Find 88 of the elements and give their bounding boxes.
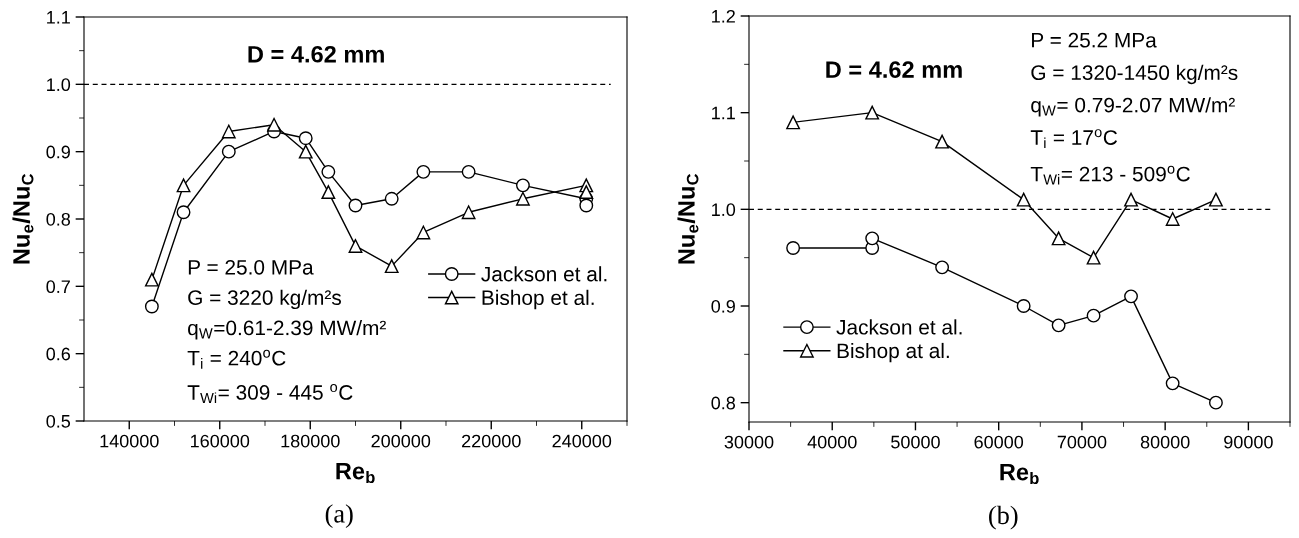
x-tick-label: 60000 — [974, 435, 1024, 449]
y-axis-title: Nu$_{e}$/Nu$_{C}$ — [12, 173, 34, 264]
annotation: G = 1320-1450 kg/m²s — [1031, 64, 1238, 85]
legend-label: Bishop et al. — [482, 289, 594, 310]
point — [1208, 395, 1223, 410]
text: (a) — [325, 504, 353, 529]
text: (b) — [989, 505, 1018, 530]
annotation: q$_{W}$=0.61-2.39 MW/m² — [188, 320, 386, 340]
point — [579, 185, 594, 200]
point — [416, 164, 431, 179]
y-tick-label: 1.0 — [712, 203, 736, 217]
point — [1016, 192, 1031, 207]
legend-label: Bishop at al. — [837, 342, 949, 363]
x-tick-label: 80000 — [1140, 435, 1190, 449]
point — [786, 241, 801, 255]
point — [298, 144, 313, 159]
x-tick-label: 50000 — [891, 435, 940, 449]
legend-label: Jackson et al. — [481, 266, 607, 282]
point — [1124, 289, 1138, 304]
point — [221, 144, 236, 159]
y-tick-label: 0.5 — [46, 414, 71, 428]
point — [267, 117, 281, 132]
annotation: G = 3220 kg/m²s — [188, 289, 341, 310]
y-tick-label: 1.1 — [47, 11, 70, 24]
x-tick-label: 70000 — [1057, 435, 1107, 449]
annotation: T$_{i}$ = 17$^{o}$C — [1030, 129, 1118, 149]
point — [1086, 250, 1101, 265]
annotation: P = 25.2 MPa — [1032, 32, 1157, 48]
annotation: D = 4.62 mm — [248, 45, 384, 63]
point — [935, 134, 950, 149]
point — [144, 299, 159, 314]
point — [786, 115, 801, 130]
point — [176, 205, 191, 220]
x-tick-label: 140000 — [100, 434, 159, 448]
y-tick-label: 1.0 — [47, 78, 71, 92]
point — [321, 185, 336, 200]
y-tick-label: 0.7 — [46, 280, 70, 294]
annotation: q$_{W}$= 0.79-2.07 MW/m² — [1031, 97, 1235, 117]
x-tick-label: 90000 — [1224, 435, 1273, 449]
point — [579, 198, 594, 213]
point — [384, 191, 399, 206]
annotation: T$_{i}$ = 240$^{o}$C — [187, 349, 286, 369]
point — [176, 178, 191, 193]
y-tick-label: 1.1 — [712, 106, 735, 120]
annotation: T$_{Wi}$= 309 - 445 $^{o}$C — [187, 384, 353, 403]
point — [384, 259, 399, 274]
point — [1165, 376, 1180, 391]
y-tick-label: 0.9 — [46, 145, 70, 159]
point — [1086, 308, 1101, 323]
point — [298, 131, 313, 146]
annotation: P = 25.0 MPa — [188, 259, 314, 275]
y-tick-label: 1.2 — [712, 9, 735, 23]
point — [348, 238, 363, 253]
point — [1124, 192, 1138, 207]
point — [1165, 212, 1180, 226]
x-tick-label: 40000 — [807, 435, 857, 449]
x-axis-title: Re$_{b}$ — [1000, 463, 1039, 485]
x-tick-label: 30000 — [724, 435, 774, 449]
point — [865, 105, 880, 120]
point — [865, 231, 880, 246]
x-tick-label: 160000 — [191, 434, 250, 448]
y-tick-label: 0.9 — [711, 299, 735, 313]
y-tick-label: 0.8 — [711, 396, 736, 410]
x-tick-label: 180000 — [281, 434, 340, 448]
point — [321, 164, 336, 179]
x-axis-title: Re$_{b}$ — [336, 462, 375, 484]
point — [515, 191, 530, 206]
point — [348, 198, 363, 213]
x-tick-label: 200000 — [371, 434, 431, 448]
y-axis-title: Nu$_{e}$/Nu$_{C}$ — [677, 173, 699, 264]
x-tick-label: 220000 — [462, 434, 521, 448]
point — [416, 225, 431, 240]
point — [935, 260, 950, 275]
point — [461, 205, 476, 220]
annotation: T$_{Wi}$= 213 - 509$^{o}$C — [1030, 165, 1190, 185]
point — [1016, 299, 1031, 313]
point — [1051, 231, 1066, 246]
point — [1051, 318, 1066, 333]
legend-label: Jackson et al. — [836, 319, 962, 335]
y-tick-label: 0.6 — [46, 347, 71, 361]
point — [221, 124, 236, 139]
point — [461, 164, 476, 179]
x-tick-label: 240000 — [552, 434, 612, 448]
point — [144, 272, 159, 287]
y-tick-label: 0.8 — [46, 212, 71, 226]
point — [1208, 192, 1223, 207]
annotation: D = 4.62 mm — [826, 61, 962, 78]
point — [515, 178, 530, 193]
